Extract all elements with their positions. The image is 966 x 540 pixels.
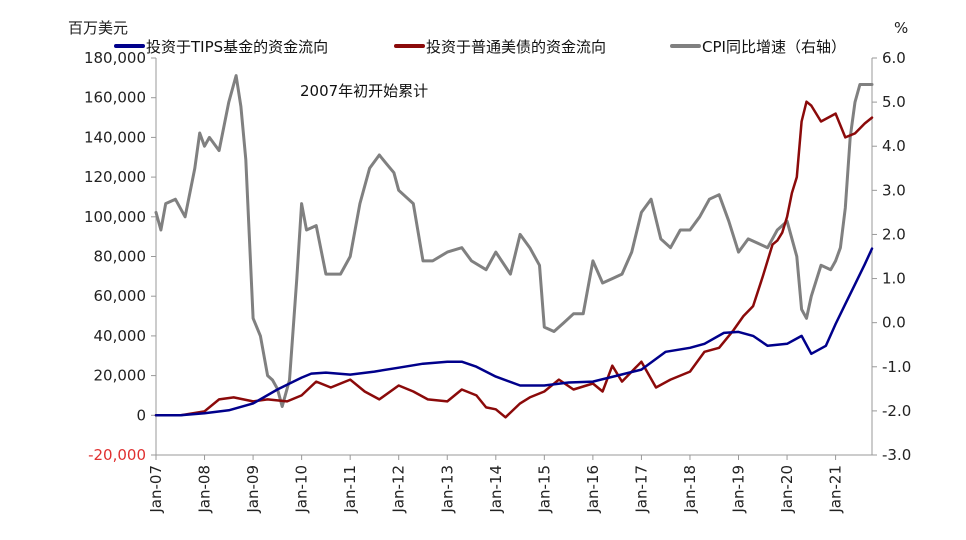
x-tick-label: Jan-10	[293, 465, 311, 514]
legend-item-treasury: 投资于普通美债的资金流向	[394, 38, 606, 56]
x-tick-label: Jan-12	[390, 465, 408, 514]
legend-item-tips: 投资于TIPS基金的资金流向	[114, 38, 328, 56]
x-tick-label: Jan-17	[632, 465, 650, 514]
right-tick-label: -2.0	[882, 402, 911, 420]
x-tick-label: Jan-09	[244, 465, 262, 514]
left-tick-label: 80,000	[94, 248, 147, 266]
series-line-1	[154, 100, 874, 419]
x-tick-label: Jan-08	[196, 465, 214, 514]
x-tick-label: Jan-15	[535, 465, 553, 514]
series-line-2	[154, 74, 874, 408]
x-axis: Jan-07 Jan-08 Jan-09 Jan-10 Jan-11 Jan-12 Jan-…	[147, 454, 872, 514]
left-axis-unit: 百万美元	[68, 19, 128, 37]
left-tick-label: 140,000	[84, 128, 146, 146]
right-tick-label: 6.0	[882, 49, 906, 67]
left-tick-label: 180,000	[84, 49, 146, 67]
legend-item-cpi: CPI同比增速（右轴）	[670, 38, 846, 56]
right-tick-label: 4.0	[882, 137, 906, 155]
x-tick-label: Jan-13	[438, 465, 456, 514]
x-axis-ticks: Jan-07 Jan-08 Jan-09 Jan-10 Jan-11 Jan-12 Jan-…	[147, 455, 845, 514]
series-line-0	[154, 247, 874, 417]
x-tick-label: Jan-18	[681, 465, 699, 514]
left-axis: -20,000 0 20,000 40,000 60,000 80,000 100,000 1…	[68, 19, 157, 464]
left-tick-label: 20,000	[94, 367, 147, 385]
left-tick-label: 60,000	[94, 287, 147, 305]
right-tick-label: 5.0	[882, 93, 906, 111]
x-tick-label: Jan-14	[487, 465, 505, 514]
plot-area	[154, 74, 874, 419]
right-axis-ticks: -3.0 -2.0 -1.0 0.0 1.0 2.0 3.0 4.0 5.0 6.0	[872, 49, 911, 464]
right-tick-label: 3.0	[882, 181, 906, 199]
legend-label-cpi: CPI同比增速（右轴）	[702, 38, 846, 56]
x-tick-label: Jan-21	[827, 465, 845, 514]
left-tick-label: -20,000	[88, 446, 146, 464]
left-axis-ticks: -20,000 0 20,000 40,000 60,000 80,000 100,000 1…	[84, 49, 156, 464]
x-tick-label: Jan-11	[341, 465, 359, 514]
legend-label-treasury: 投资于普通美债的资金流向	[426, 38, 606, 56]
x-tick-label: Jan-19	[730, 465, 748, 514]
right-axis-unit: %	[894, 19, 908, 37]
legend-label-tips: 投资于TIPS基金的资金流向	[146, 38, 328, 56]
left-tick-label: 160,000	[84, 89, 146, 107]
left-tick-label: 120,000	[84, 168, 146, 186]
right-tick-label: 2.0	[882, 225, 906, 243]
x-tick-label: Jan-07	[147, 465, 165, 514]
annotation-note: 2007年初开始累计	[300, 82, 428, 100]
left-tick-label: 40,000	[94, 327, 147, 345]
x-tick-label: Jan-16	[584, 465, 602, 514]
left-tick-label: 100,000	[84, 208, 146, 226]
right-tick-label: 1.0	[882, 270, 906, 288]
right-tick-label: 0.0	[882, 314, 906, 332]
right-axis: -3.0 -2.0 -1.0 0.0 1.0 2.0 3.0 4.0 5.0 6.0 %	[871, 19, 911, 464]
left-tick-label: 0	[136, 406, 146, 424]
legend: 投资于TIPS基金的资金流向 投资于普通美债的资金流向 CPI同比增速（右轴）	[114, 38, 846, 56]
right-tick-label: -3.0	[882, 446, 911, 464]
right-tick-label: -1.0	[882, 358, 911, 376]
x-tick-label: Jan-20	[778, 465, 796, 514]
